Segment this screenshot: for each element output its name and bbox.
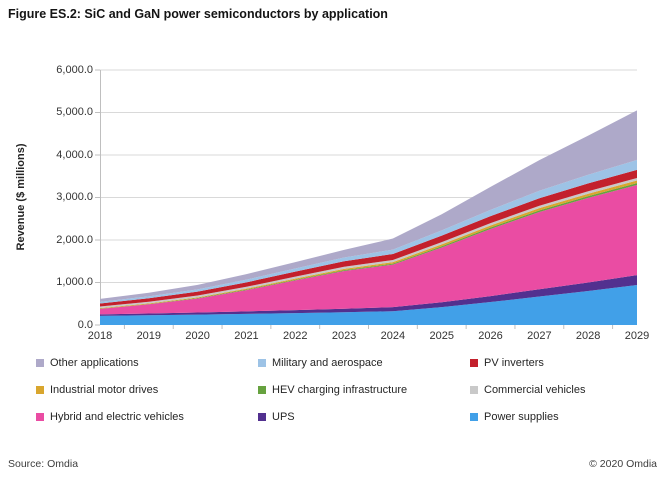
figure-title: Figure ES.2: SiC and GaN power semicondu… bbox=[8, 7, 388, 21]
y-tick-label: 3,000.0 bbox=[56, 191, 93, 203]
legend-label: Military and aerospace bbox=[272, 357, 383, 369]
x-tick-label: 2022 bbox=[283, 330, 308, 342]
legend-marker-icon bbox=[36, 413, 44, 421]
x-tick-label: 2028 bbox=[575, 330, 601, 342]
legend-marker-icon bbox=[470, 359, 478, 367]
legend-label: Hybrid and electric vehicles bbox=[50, 411, 184, 423]
legend-item-ups: UPS bbox=[258, 411, 470, 424]
x-tick-label: 2025 bbox=[429, 330, 454, 342]
y-axis-title: Revenue ($ millions) bbox=[15, 143, 27, 251]
legend-label: PV inverters bbox=[484, 357, 544, 369]
legend-label: Power supplies bbox=[484, 411, 559, 423]
area-ups bbox=[100, 275, 637, 316]
legend-marker-icon bbox=[258, 386, 266, 394]
legend-label: HEV charging infrastructure bbox=[272, 384, 408, 396]
legend-marker-icon bbox=[36, 386, 44, 394]
legend-marker-icon bbox=[470, 413, 478, 421]
legend-item-power-supplies: Power supplies bbox=[470, 411, 636, 424]
x-tick-label: 2021 bbox=[234, 330, 259, 342]
x-tick-label: 2019 bbox=[136, 330, 162, 342]
legend-marker-icon bbox=[258, 359, 266, 367]
x-tick-label: 2029 bbox=[624, 330, 650, 342]
source-note: Source: Omdia bbox=[8, 458, 79, 470]
x-tick-label: 2018 bbox=[87, 330, 113, 342]
legend-item-hybrid-and-electric-vehicles: Hybrid and electric vehicles bbox=[36, 411, 258, 424]
chart-legend: Other applications Military and aerospace… bbox=[36, 357, 636, 424]
y-tick-label: 2,000.0 bbox=[56, 233, 93, 246]
y-tick-label: 6,000.0 bbox=[56, 63, 93, 76]
x-tick-label: 2026 bbox=[478, 330, 503, 342]
legend-marker-icon bbox=[470, 386, 478, 394]
x-tick-label: 2027 bbox=[527, 330, 552, 342]
legend-marker-icon bbox=[36, 359, 44, 367]
x-tick-label: 2020 bbox=[185, 330, 210, 342]
legend-item-pv-inverters: PV inverters bbox=[470, 357, 636, 370]
area-power-supplies bbox=[100, 285, 637, 325]
legend-label: Industrial motor drives bbox=[50, 384, 159, 396]
legend-item-hev-charging-infrastructure: HEV charging infrastructure bbox=[258, 384, 470, 397]
copyright-note: © 2020 Omdia bbox=[589, 458, 657, 470]
y-tick-label: 1,000.0 bbox=[56, 276, 93, 288]
legend-item-commercial-vehicles: Commercial vehicles bbox=[470, 384, 636, 397]
area-hybrid-and-electric-vehicles bbox=[100, 184, 637, 315]
legend-label: Other applications bbox=[50, 357, 139, 369]
x-tick-label: 2024 bbox=[380, 330, 406, 342]
stacked-area-plot bbox=[95, 69, 637, 329]
legend-label: UPS bbox=[272, 411, 295, 423]
legend-item-military-and-aerospace: Military and aerospace bbox=[258, 357, 470, 370]
legend-item-industrial-motor-drives: Industrial motor drives bbox=[36, 384, 258, 397]
y-tick-label: 4,000.0 bbox=[56, 148, 93, 161]
legend-label: Commercial vehicles bbox=[484, 384, 586, 396]
y-tick-label: 0.0 bbox=[77, 318, 93, 331]
x-tick-label: 2023 bbox=[331, 330, 357, 342]
y-tick-label: 5,000.0 bbox=[56, 106, 93, 118]
legend-marker-icon bbox=[258, 413, 266, 421]
legend-item-other-applications: Other applications bbox=[36, 357, 258, 370]
